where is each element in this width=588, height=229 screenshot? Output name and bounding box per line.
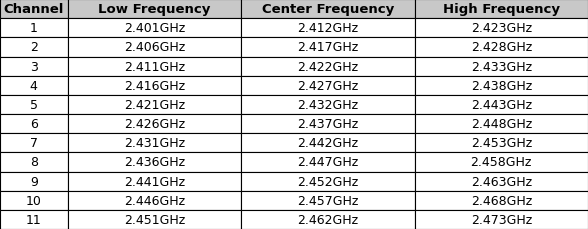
Text: 2.437GHz: 2.437GHz [297, 117, 359, 131]
Text: 2.442GHz: 2.442GHz [298, 137, 358, 150]
Bar [68, 95, 241, 114]
Text: 2.411GHz: 2.411GHz [124, 60, 185, 73]
Bar [0, 38, 68, 57]
Text: 2.462GHz: 2.462GHz [298, 213, 358, 226]
Text: 2.468GHz: 2.468GHz [470, 194, 532, 207]
Bar [68, 114, 241, 134]
Bar [415, 57, 588, 76]
Bar [0, 19, 68, 38]
Text: 2.451GHz: 2.451GHz [123, 213, 185, 226]
Bar [241, 191, 415, 210]
Bar [68, 0, 241, 19]
Text: 11: 11 [26, 213, 42, 226]
Text: 2.417GHz: 2.417GHz [297, 41, 359, 54]
Bar [0, 95, 68, 114]
Text: 2.427GHz: 2.427GHz [297, 79, 359, 92]
Bar [415, 38, 588, 57]
Text: 2.473GHz: 2.473GHz [470, 213, 532, 226]
Text: 2.426GHz: 2.426GHz [124, 117, 185, 131]
Bar [0, 191, 68, 210]
Text: 2.458GHz: 2.458GHz [470, 156, 532, 169]
Bar [68, 38, 241, 57]
Text: 7: 7 [30, 137, 38, 150]
Text: 2.452GHz: 2.452GHz [297, 175, 359, 188]
Bar [241, 95, 415, 114]
Bar [68, 172, 241, 191]
Text: 2.401GHz: 2.401GHz [123, 22, 185, 35]
Bar [241, 210, 415, 229]
Bar [0, 57, 68, 76]
Text: 2.441GHz: 2.441GHz [124, 175, 185, 188]
Text: 2.423GHz: 2.423GHz [471, 22, 532, 35]
Text: 2.453GHz: 2.453GHz [470, 137, 532, 150]
Text: 2.412GHz: 2.412GHz [298, 22, 358, 35]
Bar [68, 153, 241, 172]
Text: Center Frequency: Center Frequency [262, 3, 394, 16]
Bar [241, 0, 415, 19]
Bar [0, 134, 68, 153]
Bar [68, 57, 241, 76]
Text: 2.436GHz: 2.436GHz [124, 156, 185, 169]
Text: 8: 8 [30, 156, 38, 169]
Text: 2.428GHz: 2.428GHz [470, 41, 532, 54]
Text: 2.457GHz: 2.457GHz [297, 194, 359, 207]
Bar [241, 153, 415, 172]
Bar [415, 114, 588, 134]
Bar [68, 210, 241, 229]
Text: Channel: Channel [4, 3, 64, 16]
Text: 9: 9 [30, 175, 38, 188]
Bar [241, 172, 415, 191]
Text: 2.431GHz: 2.431GHz [124, 137, 185, 150]
Bar [241, 134, 415, 153]
Bar [415, 0, 588, 19]
Text: 2: 2 [30, 41, 38, 54]
Bar [68, 76, 241, 95]
Bar [0, 76, 68, 95]
Bar [415, 76, 588, 95]
Bar [415, 210, 588, 229]
Text: 2.463GHz: 2.463GHz [471, 175, 532, 188]
Text: High Frequency: High Frequency [443, 3, 560, 16]
Bar [0, 0, 68, 19]
Text: 2.432GHz: 2.432GHz [298, 98, 358, 112]
Text: 2.448GHz: 2.448GHz [470, 117, 532, 131]
Bar [0, 153, 68, 172]
Bar [68, 134, 241, 153]
Text: 2.447GHz: 2.447GHz [297, 156, 359, 169]
Text: 2.438GHz: 2.438GHz [470, 79, 532, 92]
Text: 2.422GHz: 2.422GHz [298, 60, 358, 73]
Text: 5: 5 [30, 98, 38, 112]
Text: 10: 10 [26, 194, 42, 207]
Bar [415, 95, 588, 114]
Bar [415, 191, 588, 210]
Bar [241, 57, 415, 76]
Text: 2.416GHz: 2.416GHz [124, 79, 185, 92]
Text: 3: 3 [30, 60, 38, 73]
Bar [68, 19, 241, 38]
Text: 2.443GHz: 2.443GHz [471, 98, 532, 112]
Bar [68, 191, 241, 210]
Bar [415, 134, 588, 153]
Bar [0, 114, 68, 134]
Bar [415, 153, 588, 172]
Text: 1: 1 [30, 22, 38, 35]
Text: Low Frequency: Low Frequency [98, 3, 211, 16]
Text: 2.421GHz: 2.421GHz [124, 98, 185, 112]
Bar [241, 114, 415, 134]
Text: 4: 4 [30, 79, 38, 92]
Text: 2.406GHz: 2.406GHz [123, 41, 185, 54]
Bar [0, 210, 68, 229]
Bar [241, 38, 415, 57]
Bar [415, 172, 588, 191]
Text: 2.446GHz: 2.446GHz [124, 194, 185, 207]
Bar [415, 19, 588, 38]
Text: 6: 6 [30, 117, 38, 131]
Bar [241, 19, 415, 38]
Bar [241, 76, 415, 95]
Text: 2.433GHz: 2.433GHz [471, 60, 532, 73]
Bar [0, 172, 68, 191]
